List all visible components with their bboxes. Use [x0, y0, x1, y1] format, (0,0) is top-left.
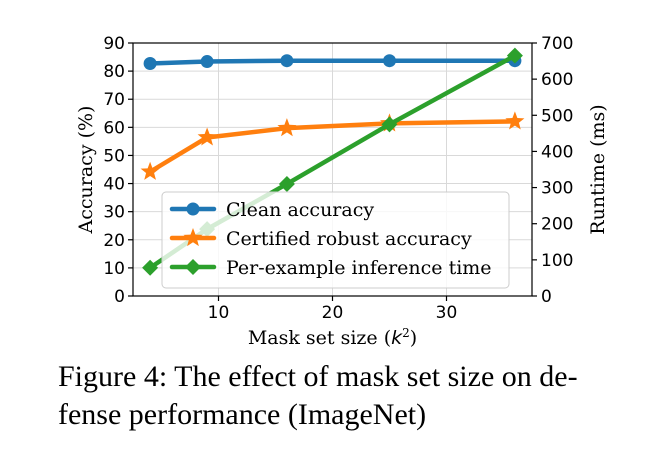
data-point [383, 54, 396, 68]
data-point [277, 118, 297, 137]
ticks: 0 10 20 30 40 50 60 70 80 90 0 100 200 300 400 500 600 70… [103, 34, 573, 323]
x-tick-label: 20 [322, 303, 344, 323]
y2-tick-label: 700 [541, 34, 573, 54]
y-tick-label: 10 [103, 259, 125, 279]
y-tick-label: 0 [114, 287, 125, 307]
legend-label: Clean accuracy [226, 199, 374, 221]
legend-marker [186, 202, 200, 216]
y2-tick-label: 400 [541, 142, 573, 162]
y-tick-label: 40 [103, 175, 125, 195]
y-tick-label: 30 [103, 203, 125, 223]
legend-label: Certified robust accuracy [226, 228, 472, 250]
y2-tick-label: 0 [541, 287, 552, 307]
data-point [197, 127, 217, 146]
y-tick-label: 80 [103, 62, 125, 82]
y-tick-label: 50 [103, 146, 125, 166]
y2-tick-label: 300 [541, 179, 573, 199]
x-tick-label: 30 [436, 303, 458, 323]
y2-axis-label: Runtime (ms) [587, 104, 609, 234]
data-point [506, 47, 523, 64]
data-point [278, 175, 295, 192]
x-axis-label: Mask set size (k2) [248, 326, 417, 349]
legend-entry: Certified robust accuracy [169, 228, 472, 250]
y2-tick-label: 100 [541, 251, 573, 271]
legend-box [161, 191, 510, 289]
data-point [200, 55, 214, 69]
y2-tick-label: 500 [541, 106, 573, 126]
legend-entry: Per-example inference time [169, 257, 492, 279]
y-tick-label: 90 [103, 34, 125, 54]
caption-line-1: Figure 4: The effect of mask set size on… [58, 360, 578, 393]
x-tick-label: 10 [208, 303, 230, 323]
data-point [143, 57, 157, 71]
figure-caption: Figure 4: The effect of mask set size on… [58, 358, 658, 434]
y-tick-label: 70 [103, 90, 125, 110]
y-tick-label: 20 [103, 231, 125, 251]
legend-marker [185, 259, 201, 275]
data-point [280, 54, 294, 68]
legend-label: Per-example inference time [226, 257, 492, 279]
y-tick-label: 60 [103, 118, 125, 138]
legend: Clean accuracy Certified robust accuracy P… [161, 191, 510, 289]
chart: 0 10 20 30 40 50 60 70 80 90 0 100 200 300 400 500 600 70… [75, 34, 609, 349]
data-point [140, 161, 160, 180]
legend-marker [183, 228, 203, 247]
legend-entry: Clean accuracy [169, 199, 374, 221]
y-axis-label: Accuracy (%) [75, 106, 97, 235]
y2-tick-label: 200 [541, 215, 573, 235]
data-point [142, 259, 159, 276]
caption-line-2: fense performance (ImageNet) [58, 398, 427, 431]
data-point [381, 116, 398, 133]
y2-tick-label: 600 [541, 70, 573, 90]
data-point [505, 111, 525, 130]
